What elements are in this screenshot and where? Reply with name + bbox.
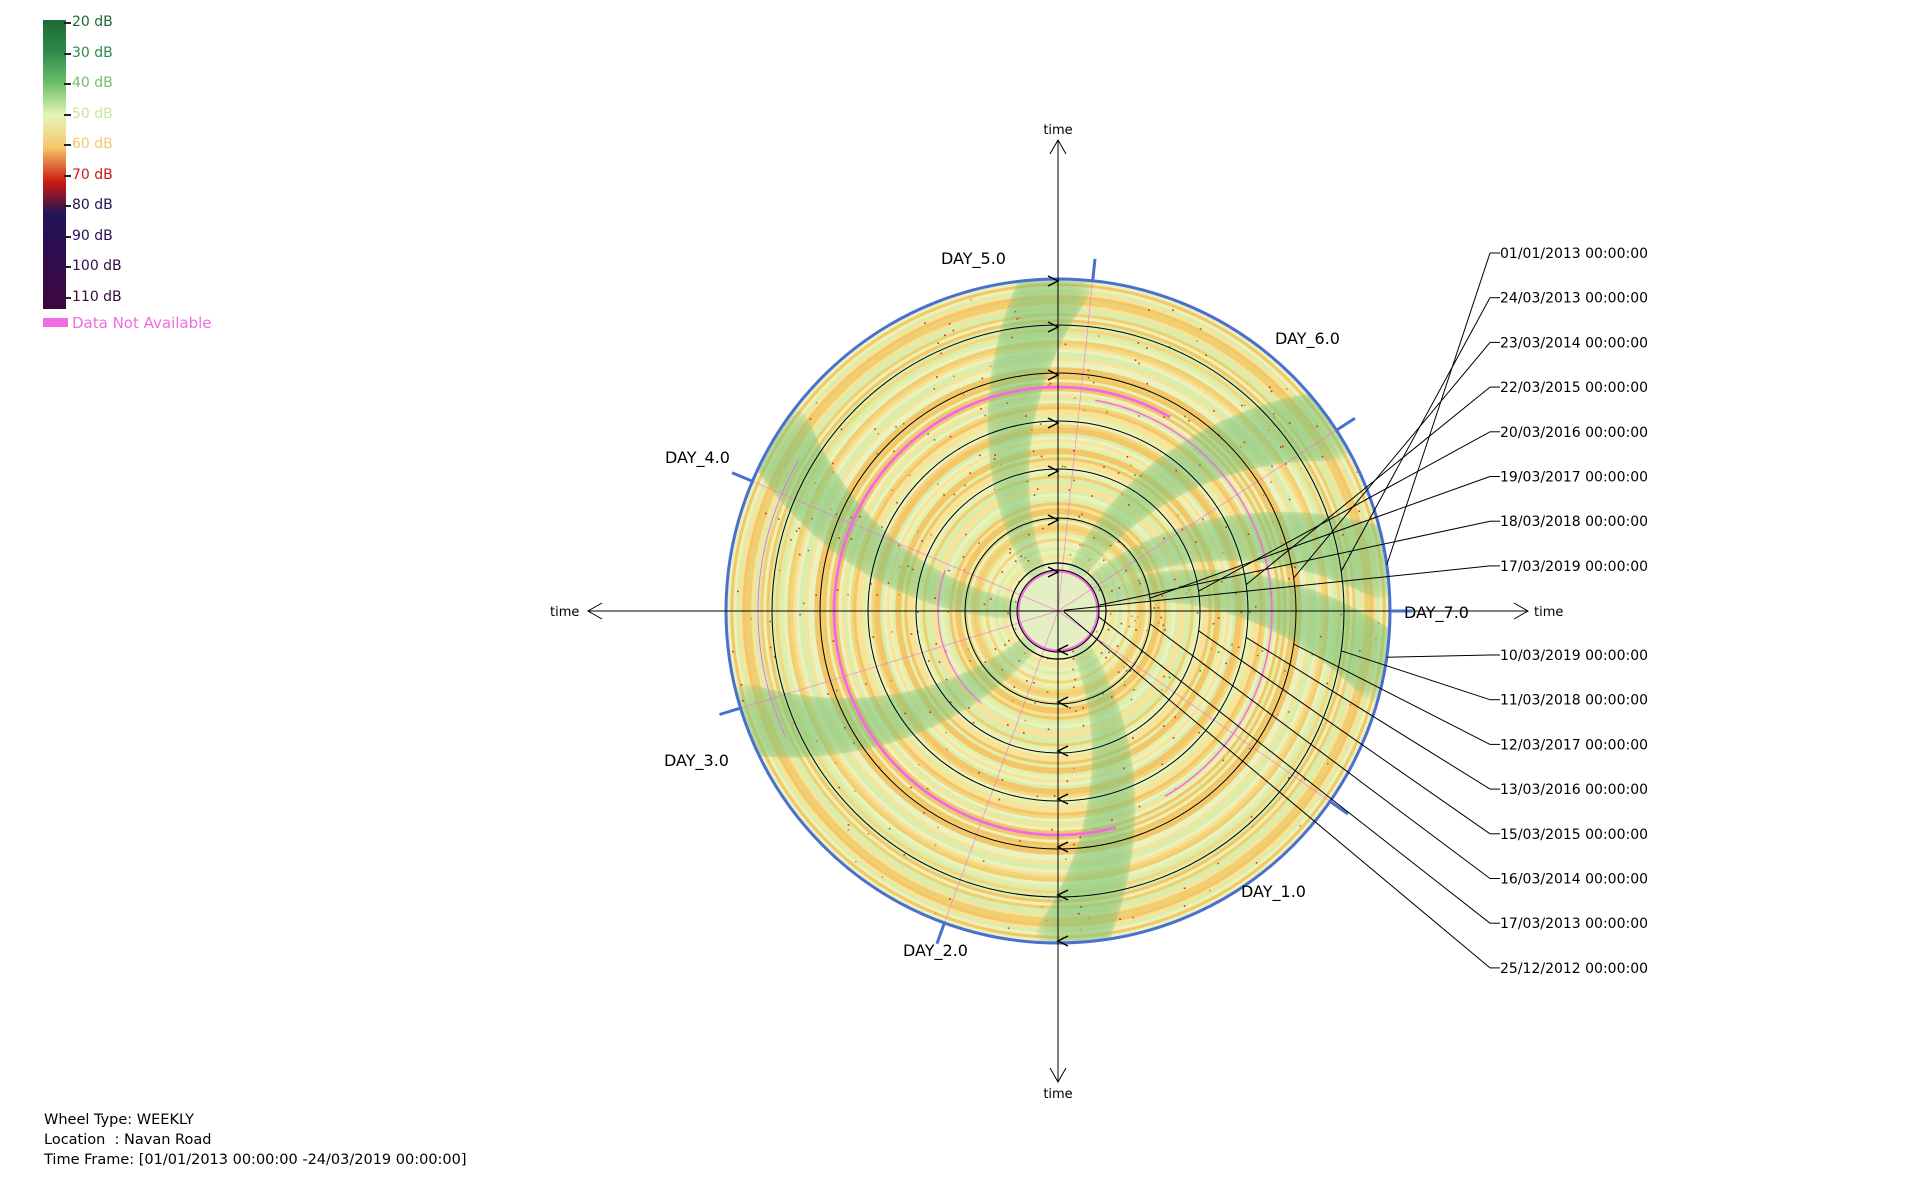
color-scale-label: 90 dB	[72, 227, 113, 244]
day-tick	[1329, 800, 1349, 816]
ring-start-date: 01/01/2013 00:00:00	[1500, 246, 1648, 262]
color-scale-label: 40 dB	[72, 75, 113, 91]
day-label: DAY_1.0	[1241, 882, 1306, 902]
data-not-available-swatch	[43, 318, 68, 327]
day-label: DAY_7.0	[1404, 603, 1469, 623]
color-scale-label: 20 dB	[72, 14, 113, 30]
time-axes	[586, 138, 1530, 1084]
ring-end-date: 13/03/2016 00:00:00	[1500, 782, 1648, 798]
data-not-available-label: Data Not Available	[72, 314, 212, 332]
color-scale-bar	[43, 20, 66, 309]
color-scale-tick	[64, 113, 71, 116]
data-not-available-arcs	[740, 280, 1390, 924]
color-scale-label: 50 dB	[72, 105, 113, 122]
color-scale-label: 80 dB	[72, 197, 113, 213]
ring-start-date: 18/03/2018 00:00:00	[1500, 514, 1648, 530]
ring-end-date: 12/03/2017 00:00:00	[1500, 737, 1648, 753]
color-scale-tick	[64, 174, 71, 177]
ring-end-date: 10/03/2019 00:00:00	[1500, 648, 1648, 664]
ring-start-date: 22/03/2015 00:00:00	[1500, 380, 1648, 396]
ring-end-date: 15/03/2015 00:00:00	[1500, 827, 1648, 843]
chart-info-block: Wheel Type: WEEKLY Location : Navan Road…	[44, 1110, 467, 1170]
day-label: DAY_3.0	[664, 751, 729, 771]
ring-direction-chevrons	[1047, 275, 1069, 947]
time-frame-text: Time Frame: [01/01/2013 00:00:00 -24/03/…	[44, 1152, 467, 1168]
ring-start-date: 23/03/2014 00:00:00	[1500, 335, 1648, 351]
ring-start-date: 20/03/2016 00:00:00	[1500, 425, 1648, 441]
ring-date-annotations: 01/01/2013 00:00:00 24/03/2013 00:00:00 23…	[1063, 246, 1648, 977]
color-scale-label: 100 dB	[72, 258, 122, 274]
ring-end-date: 17/03/2013 00:00:00	[1500, 916, 1648, 932]
ring-end-date: 16/03/2014 00:00:00	[1500, 872, 1648, 888]
day-label: DAY_6.0	[1275, 329, 1340, 349]
day-tick	[731, 471, 753, 483]
color-scale-tick	[64, 144, 71, 146]
day-label: DAY_5.0	[941, 249, 1006, 269]
color-scale-label: 70 dB	[72, 166, 113, 183]
location-text: Location : Navan Road	[44, 1132, 212, 1148]
axis-label-right: time	[1534, 605, 1563, 620]
axis-label-bottom: time	[1043, 1087, 1072, 1102]
axis-label-left: time	[550, 605, 579, 620]
color-scale-label: 60 dB	[72, 136, 113, 152]
color-scale-tick	[64, 205, 71, 207]
color-scale-tick	[64, 22, 71, 24]
color-scale-tick	[64, 235, 71, 238]
day-tick	[1335, 416, 1356, 432]
color-scale-tick	[64, 83, 71, 85]
ring-start-date: 24/03/2013 00:00:00	[1500, 291, 1648, 307]
day-label: DAY_2.0	[903, 941, 968, 961]
color-scale-tick	[64, 296, 71, 299]
color-scale-label: 30 dB	[72, 44, 113, 61]
ring-start-date: 19/03/2017 00:00:00	[1500, 470, 1648, 486]
day-tick	[935, 922, 946, 945]
color-scale-label: 110 dB	[72, 288, 122, 305]
quiet-hour-streaks	[726, 279, 1390, 943]
ring-end-date: 11/03/2018 00:00:00	[1500, 693, 1648, 709]
day-tick	[719, 706, 741, 716]
color-scale-tick	[64, 266, 71, 268]
color-scale-tick	[64, 52, 71, 55]
wheel-type-text: Wheel Type: WEEKLY	[44, 1112, 194, 1128]
day-tick	[1091, 258, 1097, 281]
ring-start-date: 17/03/2019 00:00:00	[1500, 559, 1648, 575]
day-label: DAY_4.0	[665, 448, 730, 468]
axis-label-top: time	[1043, 123, 1072, 138]
ring-end-date: 25/12/2012 00:00:00	[1500, 961, 1648, 977]
